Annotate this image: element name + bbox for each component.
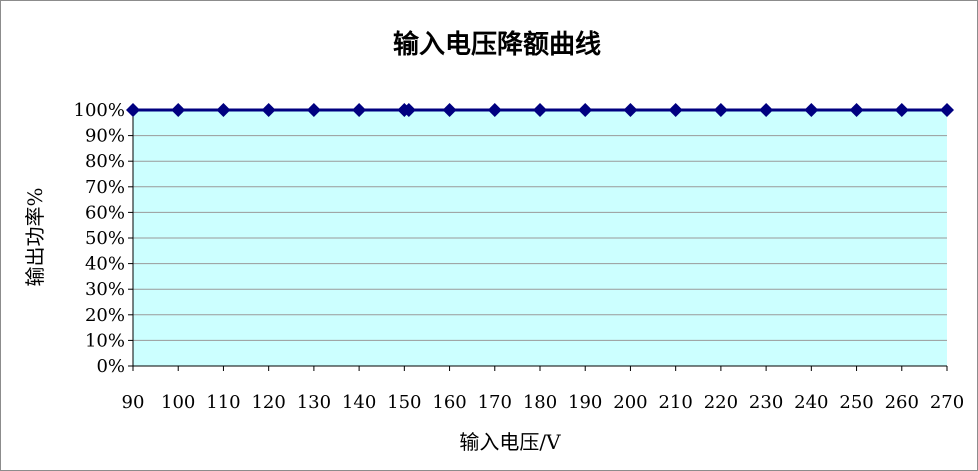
data-point-marker bbox=[849, 103, 864, 117]
y-tick-label: 90% bbox=[85, 126, 125, 147]
x-tick-label: 220 bbox=[704, 392, 738, 413]
y-tick-label: 20% bbox=[85, 305, 125, 326]
y-tick-label: 70% bbox=[85, 177, 125, 198]
data-point-marker bbox=[401, 103, 416, 117]
y-tick-label: 10% bbox=[85, 330, 125, 351]
data-point-marker bbox=[306, 103, 321, 117]
y-tick-label: 0% bbox=[96, 356, 125, 377]
x-tick-label: 100 bbox=[161, 392, 195, 413]
x-axis-label: 输入电压/V bbox=[459, 430, 561, 454]
data-point-marker bbox=[261, 103, 276, 117]
x-tick-label: 270 bbox=[930, 392, 964, 413]
data-point-marker bbox=[759, 103, 774, 117]
x-tick-label: 120 bbox=[251, 392, 285, 413]
chart-title: 输入电压降额曲线 bbox=[393, 29, 601, 60]
data-point-marker bbox=[578, 103, 593, 117]
x-tick-label: 130 bbox=[297, 392, 331, 413]
data-point-marker bbox=[126, 103, 140, 117]
y-tick-label: 100% bbox=[74, 100, 125, 121]
x-tick-label: 190 bbox=[568, 392, 602, 413]
data-point-marker bbox=[216, 103, 231, 117]
x-tick-label: 180 bbox=[523, 392, 557, 413]
data-point-marker bbox=[623, 103, 638, 117]
series-group bbox=[126, 103, 954, 117]
x-tick-label: 170 bbox=[478, 392, 512, 413]
y-tick-label: 40% bbox=[85, 254, 125, 275]
data-point-marker bbox=[442, 103, 457, 117]
x-tick-label: 200 bbox=[613, 392, 647, 413]
data-point-marker bbox=[487, 103, 502, 117]
y-tick-label: 60% bbox=[85, 202, 125, 223]
x-tick-label: 90 bbox=[122, 392, 145, 413]
x-tick-label: 250 bbox=[839, 392, 873, 413]
x-tick-labels: 90 100 110 120 130 140 150 160 170 180 190 200 210 22… bbox=[122, 366, 964, 413]
y-tick-label: 80% bbox=[85, 151, 125, 172]
data-point-marker bbox=[894, 103, 909, 117]
y-tick-label: 50% bbox=[85, 228, 125, 249]
data-point-marker bbox=[804, 103, 819, 117]
y-axis-label: 输出功率% bbox=[23, 187, 47, 286]
data-point-marker bbox=[713, 103, 728, 117]
x-tick-label: 240 bbox=[794, 392, 828, 413]
y-tick-labels: 0% 10% 20% 30% 40% 50% 60% 70% 80% 90% 100% bbox=[74, 100, 125, 377]
data-point-marker bbox=[171, 103, 186, 117]
x-tick-label: 210 bbox=[658, 392, 692, 413]
x-tick-label: 160 bbox=[432, 392, 466, 413]
x-tick-label: 260 bbox=[885, 392, 919, 413]
x-tick-label: 140 bbox=[342, 392, 376, 413]
data-point-marker bbox=[668, 103, 683, 117]
x-tick-label: 230 bbox=[749, 392, 783, 413]
data-point-marker bbox=[533, 103, 547, 117]
data-point-marker bbox=[940, 103, 954, 117]
data-point-marker bbox=[352, 103, 367, 117]
x-tick-label: 150 bbox=[387, 392, 421, 413]
x-tick-label: 110 bbox=[206, 392, 240, 413]
y-tick-label: 30% bbox=[85, 279, 125, 300]
